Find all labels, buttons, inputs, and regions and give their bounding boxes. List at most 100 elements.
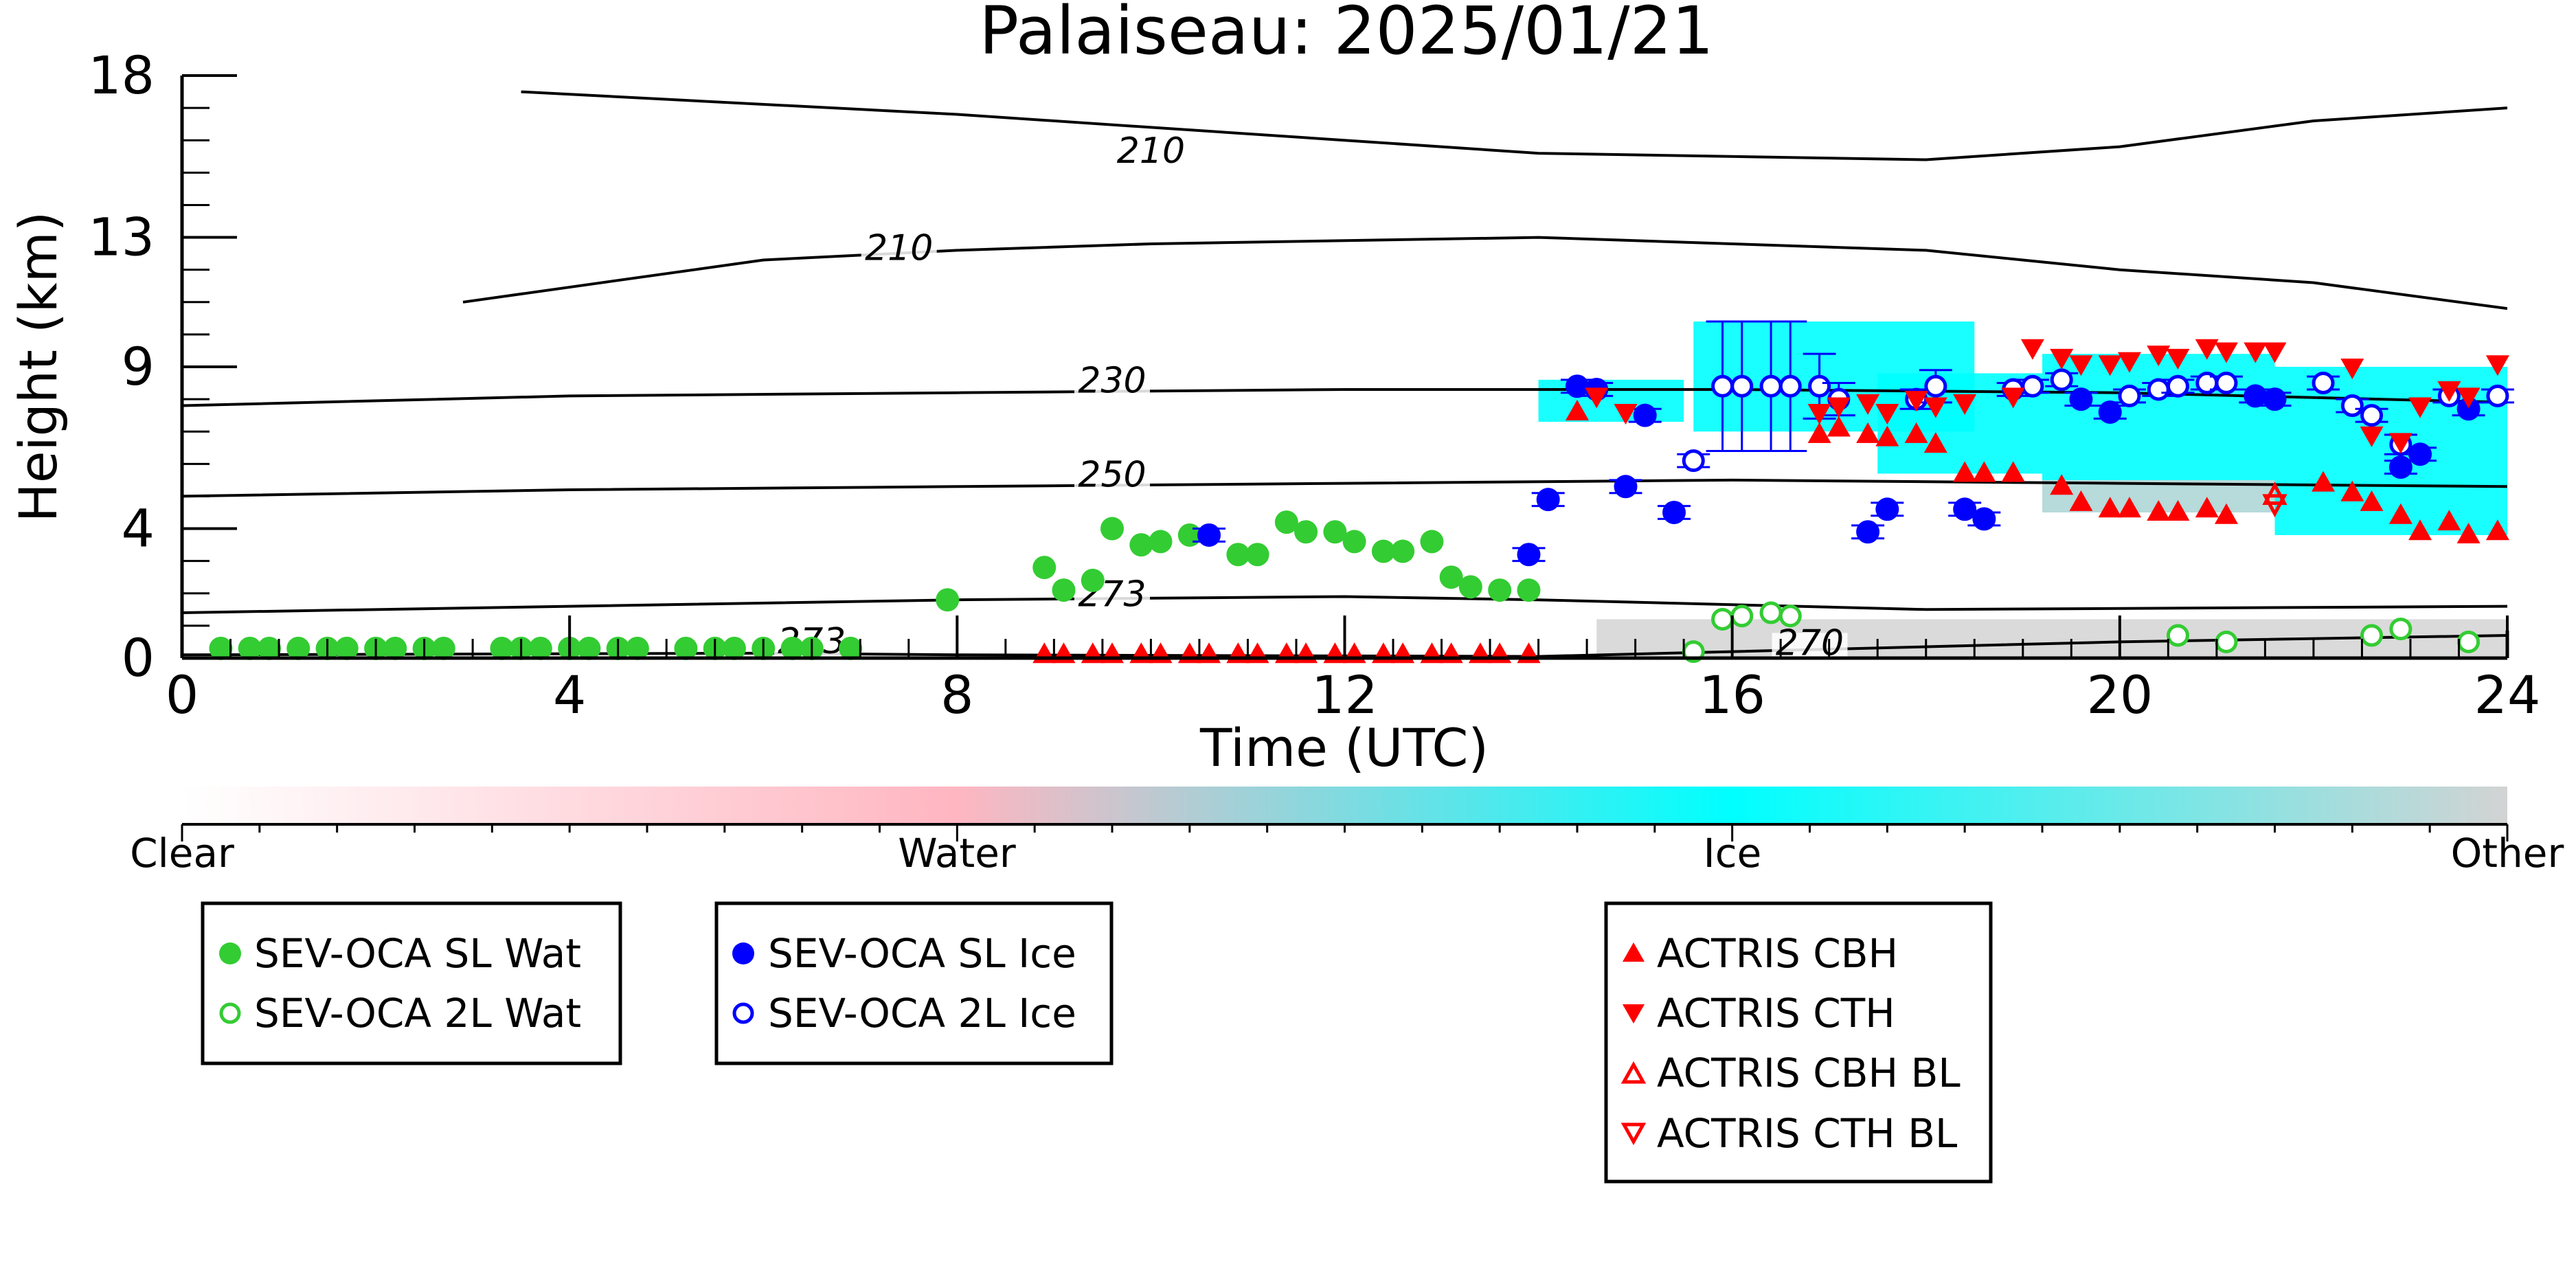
contour-line-273: [182, 595, 2507, 614]
data-point: [577, 636, 601, 660]
data-point: [1052, 578, 1076, 602]
data-point: [1682, 449, 1705, 473]
data-point: [2340, 480, 2364, 501]
data-point: [2069, 355, 2093, 376]
data-point: [2388, 433, 2413, 454]
legend-marker-cth-bl: [1620, 1122, 1647, 1146]
data-point: [1294, 520, 1318, 544]
data-point: [2166, 374, 2189, 398]
data-point: [1875, 425, 1899, 447]
data-point: [1807, 403, 1831, 425]
x-tick-label: 24: [2474, 664, 2541, 725]
data-point: [936, 588, 960, 612]
legend-label-sl-ice: SEV-OCA SL Ice: [768, 930, 1076, 977]
data-point: [2263, 342, 2287, 363]
data-point: [1904, 391, 1928, 412]
data-point: [1468, 642, 1492, 664]
data-point: [1662, 501, 1686, 524]
data-point: [1342, 642, 1366, 664]
data-point: [1081, 642, 1105, 664]
colorbar-label-ice: Ice: [1704, 830, 1762, 877]
data-point: [2195, 339, 2219, 360]
data-point: [1924, 374, 1947, 398]
contour-label: 250: [1078, 454, 1146, 495]
data-point: [1953, 497, 1977, 521]
legend-marker-cbh-bl: [1620, 1061, 1647, 1084]
axes: 0 4 8 12 16 20 24 0 4 9 13 18: [88, 45, 2540, 725]
data-point: [2001, 387, 2025, 409]
x-tick-label: 20: [2086, 664, 2153, 725]
data-point: [2408, 519, 2432, 541]
data-point: [2244, 342, 2268, 363]
data-point: [2166, 624, 2189, 647]
data-point: [2360, 404, 2384, 427]
contour-line-210: [521, 90, 2507, 161]
data-point: [2215, 372, 2238, 395]
data-point: [1323, 642, 1347, 664]
data-point: [2098, 497, 2122, 518]
legend-label-cbh-bl: ACTRIS CBH BL: [1657, 1050, 1961, 1096]
data-point: [1226, 642, 1250, 664]
x-tick-label: 16: [1699, 664, 1765, 725]
legend-label-cth: ACTRIS CTH: [1657, 990, 1895, 1037]
chart-title: Palaiseau: 2025/01/21: [979, 0, 1714, 69]
data-point: [1875, 403, 1899, 425]
data-point: [286, 636, 310, 660]
legend-marker-cbh: [1623, 942, 1645, 962]
data-point: [2117, 497, 2141, 518]
series-sev-oca-sl-ice: [1193, 374, 2485, 567]
data-point: [1923, 397, 1947, 418]
data-point: [2166, 500, 2190, 521]
data-point: [1488, 642, 1512, 664]
data-point: [1730, 374, 1754, 398]
data-point: [1807, 422, 1831, 443]
data-point: [2262, 494, 2287, 518]
data-point: [2312, 471, 2336, 492]
data-point: [780, 636, 804, 660]
data-point: [2408, 442, 2432, 466]
data-point: [2098, 355, 2122, 376]
data-point: [1149, 642, 1173, 664]
colorbar-label-other: Other: [2451, 830, 2564, 877]
data-point: [2456, 387, 2481, 409]
data-point: [1875, 497, 1899, 521]
data-point: [1032, 556, 1057, 580]
data-point: [1972, 461, 1996, 482]
data-point: [528, 636, 552, 660]
data-point: [2437, 381, 2461, 402]
contour-label: 230: [1078, 361, 1146, 402]
data-point: [1323, 520, 1347, 544]
data-point: [1778, 605, 1802, 628]
data-point: [2147, 500, 2171, 521]
y-tick-label: 18: [88, 45, 155, 106]
data-point: [1420, 642, 1444, 664]
data-point: [1711, 374, 1735, 398]
data-point: [2118, 384, 2141, 407]
data-point: [2166, 348, 2190, 370]
x-axis-label: Time (UTC): [1199, 717, 1489, 778]
data-point: [1149, 530, 1173, 554]
data-point: [2360, 624, 2384, 647]
data-point: [1953, 461, 1977, 482]
data-point: [2244, 384, 2268, 408]
data-point: [1923, 432, 1947, 453]
contour-label: 210: [1117, 131, 1185, 172]
x-tick-label: 0: [166, 664, 199, 725]
data-point: [1391, 539, 1415, 563]
legend-label-cth-bl: ACTRIS CTH BL: [1657, 1110, 1957, 1157]
data-point: [2214, 342, 2238, 363]
y-tick-label: 9: [122, 336, 155, 397]
data-point: [238, 636, 262, 660]
data-point: [2388, 455, 2413, 479]
data-point: [1517, 543, 1541, 567]
y-tick-label: 4: [122, 498, 155, 559]
data-point: [2486, 384, 2509, 407]
legend-ice: SEV-OCA SL Ice SEV-OCA 2L Ice: [714, 901, 1114, 1065]
data-point: [1517, 642, 1541, 664]
data-point: [335, 636, 359, 660]
legend-label-2l-ice: SEV-OCA 2L Ice: [768, 990, 1076, 1037]
data-point: [2050, 474, 2074, 495]
data-point: [722, 636, 746, 660]
